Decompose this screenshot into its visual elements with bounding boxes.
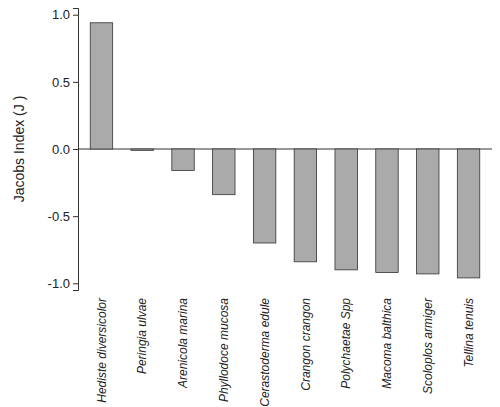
bar (213, 149, 235, 195)
bar (457, 149, 479, 278)
y-tick: 1.0 (52, 7, 78, 22)
x-tick-label: Crangon crangon (299, 298, 313, 391)
y-axis-title: Jacobs Index (J ) (11, 96, 27, 203)
y-tick-mark (73, 149, 78, 150)
bar (335, 149, 357, 270)
x-tick: Cerastoderma edule (258, 290, 272, 407)
x-tick: Polychaetae Spp (339, 290, 353, 389)
plot: -1.0 -0.5 0.0 0.5 1.0 Hediste diversicolor Per… (48, 7, 492, 406)
x-tick-label: Hediste diversicolor (95, 297, 109, 403)
x-axis: Hediste diversicolor Peringia ulvae Arenic… (95, 290, 476, 407)
x-tick-label: Peringia ulvae (135, 298, 149, 374)
x-tick-label: Macoma balthica (380, 298, 394, 389)
x-tick: Hediste diversicolor (95, 290, 109, 403)
bar (417, 149, 439, 274)
x-tick-label: Phyllodoce mucosa (217, 298, 231, 402)
x-tick: Crangon crangon (299, 290, 313, 391)
x-tick: Arenicola marina (176, 290, 190, 389)
y-tick-label: -1.0 (48, 276, 70, 291)
x-tick-label: Scoloplos armiger (421, 297, 435, 394)
y-tick: -0.5 (48, 209, 78, 224)
y-tick-mark (73, 216, 78, 217)
y-tick-mark (73, 82, 78, 83)
x-tick-label: Cerastoderma edule (258, 298, 272, 407)
y-tick: 0.0 (52, 142, 78, 157)
y-tick-mark (73, 283, 78, 284)
bar (90, 23, 112, 149)
x-tick: Phyllodoce mucosa (217, 290, 231, 402)
x-tick: Peringia ulvae (135, 290, 149, 374)
x-tick-label: Arenicola marina (176, 298, 190, 389)
bar (253, 149, 275, 243)
bar (131, 149, 153, 150)
bar (376, 149, 398, 273)
y-axis: -1.0 -0.5 0.0 0.5 1.0 (48, 7, 79, 291)
bar (172, 149, 194, 170)
x-tick: Macoma balthica (380, 290, 394, 389)
y-tick-label: -0.5 (48, 209, 70, 224)
y-tick: -1.0 (48, 276, 78, 291)
x-tick: Tellina tenuis (462, 290, 476, 368)
x-tick-label: Polychaetae Spp (339, 298, 353, 389)
y-tick: 0.5 (52, 75, 78, 90)
y-tick-label: 1.0 (52, 7, 70, 22)
y-tick-label: 0.5 (52, 75, 70, 90)
x-tick-label: Tellina tenuis (462, 298, 476, 368)
bar (294, 149, 316, 262)
bars (90, 23, 480, 278)
y-tick-label: 0.0 (52, 142, 70, 157)
x-tick: Scoloplos armiger (421, 290, 435, 394)
y-axis-line (73, 9, 79, 291)
chart: -1.0 -0.5 0.0 0.5 1.0 Hediste diversicolor Per… (0, 0, 500, 407)
y-tick-mark (73, 15, 78, 16)
